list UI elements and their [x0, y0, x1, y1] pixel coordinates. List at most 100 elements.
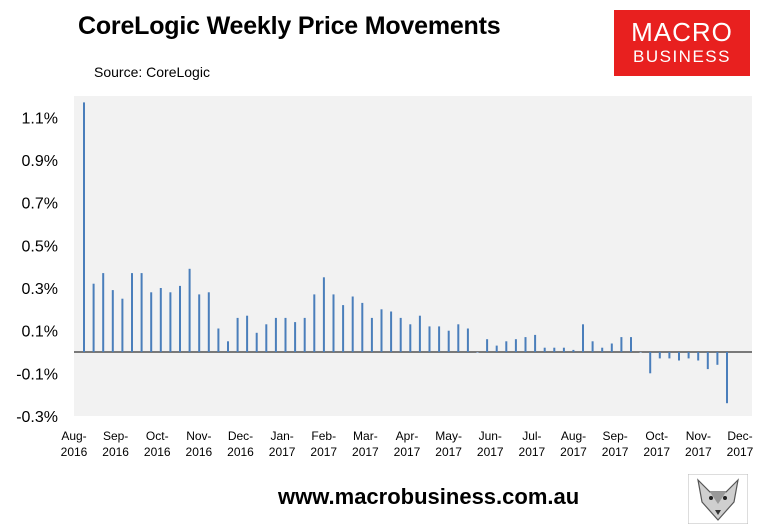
x-tick-month: Jun-	[479, 429, 502, 443]
bar	[111, 290, 114, 352]
bar	[361, 302, 364, 352]
bar	[121, 298, 124, 352]
bar	[649, 352, 652, 374]
bar	[380, 309, 383, 352]
x-tick-year: 2017	[727, 445, 754, 459]
bar	[140, 273, 143, 352]
bar	[313, 294, 316, 352]
x-tick-year: 2016	[61, 445, 88, 459]
bar	[370, 317, 373, 352]
bar	[466, 328, 469, 352]
bar	[534, 334, 537, 352]
x-tick-year: 2017	[310, 445, 337, 459]
bar	[716, 352, 719, 365]
bar	[438, 326, 441, 352]
bar	[428, 326, 431, 352]
bar	[92, 283, 95, 352]
bar	[658, 352, 661, 359]
x-tick-month: Jul-	[522, 429, 541, 443]
y-tick-label: 0.7%	[22, 196, 58, 213]
x-tick-month: May-	[435, 429, 462, 443]
y-axis: 1.1% 0.9% 0.7% 0.5% 0.3% 0.1% -0.1% -0.3%	[16, 110, 58, 426]
y-tick-label: -0.3%	[16, 409, 58, 426]
x-tick-month: Dec-	[727, 429, 752, 443]
x-tick-year: 2016	[144, 445, 171, 459]
bar	[159, 288, 162, 352]
bar	[630, 337, 632, 352]
bar	[486, 339, 489, 352]
bar	[591, 341, 594, 352]
bar	[409, 324, 412, 352]
bar	[505, 341, 508, 352]
bar	[620, 337, 623, 352]
bar	[706, 352, 709, 370]
logo-line-2: BUSINESS	[633, 47, 731, 66]
x-tick-month: Sep-	[103, 429, 128, 443]
x-tick-month: Mar-	[353, 429, 378, 443]
x-tick-year: 2017	[560, 445, 587, 459]
x-tick-year: 2017	[477, 445, 504, 459]
x-tick-month: Nov-	[686, 429, 711, 443]
chart-title: CoreLogic Weekly Price Movements	[78, 12, 501, 40]
bar	[351, 296, 354, 352]
bar	[418, 315, 421, 352]
x-tick-year: 2017	[394, 445, 421, 459]
bar	[601, 347, 604, 352]
x-tick-month: Apr-	[396, 429, 419, 443]
x-tick-year: 2017	[602, 445, 629, 459]
footer-url[interactable]: www.macrobusiness.com.au	[278, 484, 580, 509]
x-tick-year: 2016	[227, 445, 254, 459]
bar	[543, 347, 546, 352]
bar	[514, 339, 517, 352]
bar	[668, 352, 671, 359]
bar-series	[83, 102, 728, 404]
x-tick-month: Dec-	[228, 429, 253, 443]
bar	[217, 328, 220, 352]
bar	[274, 317, 277, 352]
fox-logo-icon	[688, 474, 748, 524]
bar	[553, 347, 556, 352]
y-tick-label: 1.1%	[22, 110, 58, 127]
bar	[131, 273, 133, 352]
bar	[169, 292, 172, 352]
bar	[284, 317, 287, 352]
x-tick-year: 2017	[269, 445, 296, 459]
x-tick-month: Sep-	[602, 429, 627, 443]
x-tick-year: 2016	[102, 445, 129, 459]
bar	[246, 315, 249, 352]
y-tick-label: -0.1%	[16, 366, 58, 383]
bar	[639, 352, 642, 353]
bar	[227, 341, 229, 352]
y-tick-label: 0.9%	[22, 153, 58, 170]
bar	[332, 294, 335, 352]
bar	[726, 352, 728, 404]
bar	[83, 102, 85, 353]
x-tick-year: 2017	[435, 445, 462, 459]
y-tick-label: 0.1%	[22, 324, 58, 341]
y-tick-label: 0.5%	[22, 238, 58, 255]
bar	[610, 343, 613, 352]
bar	[342, 305, 345, 352]
bar-chart: 1.1% 0.9% 0.7% 0.5% 0.3% 0.1% -0.1% -0.3% Aug- 2…	[16, 96, 754, 459]
bar	[678, 352, 680, 361]
x-tick-month: Aug-	[61, 429, 86, 443]
bar	[207, 292, 210, 352]
chart-source: Source: CoreLogic	[94, 64, 210, 80]
bar	[179, 285, 181, 352]
bar	[457, 324, 460, 352]
x-tick-month: Nov-	[186, 429, 211, 443]
bar	[524, 337, 527, 352]
bar	[582, 324, 584, 352]
bar	[322, 277, 325, 352]
bar	[572, 349, 575, 352]
bar	[265, 324, 268, 352]
x-tick-year: 2016	[186, 445, 213, 459]
x-tick-year: 2017	[519, 445, 546, 459]
x-tick-year: 2017	[643, 445, 670, 459]
x-tick-year: 2017	[685, 445, 712, 459]
bar	[150, 292, 153, 352]
bar	[687, 352, 690, 359]
bar	[255, 332, 258, 352]
bar	[476, 352, 479, 353]
bar	[236, 317, 239, 352]
